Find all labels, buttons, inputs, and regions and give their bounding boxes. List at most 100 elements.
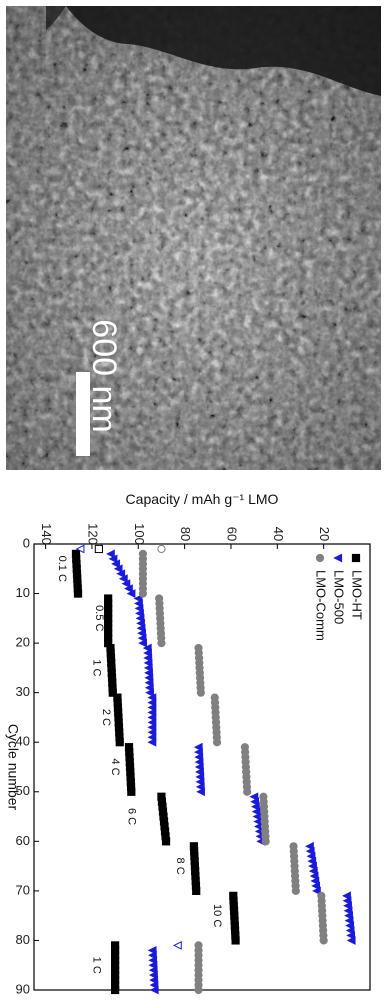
cycle-tick-label: 50	[16, 783, 30, 798]
lmo-ht-point	[161, 837, 171, 846]
sem-image	[6, 6, 381, 470]
lmo-500-point	[311, 886, 321, 896]
cycle-tick-label: 40	[16, 734, 30, 749]
lmo-500-point	[308, 866, 318, 876]
lmo-comm-point	[157, 639, 166, 648]
lmo-500-point	[195, 767, 204, 777]
lmo-500-point	[144, 668, 153, 678]
lmo-500-point	[342, 891, 351, 901]
lmo-500-point	[121, 579, 131, 589]
rate-label: 0.1 C	[56, 556, 68, 582]
capacity-tick-label: 20	[317, 527, 332, 541]
x-axis-label: Cycle number	[5, 724, 21, 811]
scale-bar-label: 600 nm	[85, 319, 123, 433]
lmo-500-point	[344, 916, 354, 926]
scale-bar	[76, 372, 90, 456]
rate-label: 8 C	[174, 858, 186, 875]
rate-label: 0.5 C	[93, 605, 105, 631]
lmo-500-point	[149, 975, 159, 985]
lmo-500-point	[133, 594, 143, 603]
lmo-500-point	[343, 901, 352, 911]
lmo-500-point	[310, 876, 320, 886]
y-axis-label: Capacity / mAh g⁻¹ LMO	[126, 491, 279, 507]
lmo-comm-point	[319, 936, 328, 945]
capacity-tick-label: 40	[271, 527, 286, 541]
lmo-500-point	[137, 633, 147, 643]
lmo-500-point	[144, 678, 154, 688]
lmo-500-point	[147, 945, 157, 955]
series-lmo-500	[75, 544, 356, 995]
lmo-500-point	[346, 931, 356, 940]
cycle-tick-label: 70	[16, 882, 30, 897]
lmo-500-point	[113, 564, 123, 574]
cycle-tick-label: 80	[16, 932, 30, 947]
axis-ticks: 20 40 60 80 100 120 140 0 10 20 30 40 50 60 70 80 90	[16, 523, 333, 996]
lmo-500-point	[126, 589, 136, 598]
lmo-ht-point	[111, 985, 120, 995]
lmo-500-point	[346, 936, 356, 945]
lmo-500-point	[148, 955, 158, 965]
lmo-500-point	[193, 742, 203, 752]
lmo-comm-point	[261, 837, 270, 846]
lmo-comm-point	[138, 589, 148, 598]
rate-labels: 0.1 C 0.5 C 1 C 2 C 4 C 6 C 8 C 10 C 1 C	[56, 556, 223, 974]
lmo-500-point	[305, 841, 314, 851]
lmo-500-point	[311, 881, 321, 891]
lmo-500-point	[134, 599, 143, 608]
lmo-500-point	[138, 638, 148, 648]
lmo-comm-point	[315, 553, 325, 563]
lmo-ht-point	[231, 936, 240, 945]
lmo-500-point	[195, 782, 205, 792]
lmo-500-point	[195, 772, 205, 782]
lmo-500-point	[194, 757, 204, 767]
lmo-comm-point	[212, 738, 222, 747]
rate-label: 2 C	[100, 709, 112, 726]
lmo-500-point	[249, 792, 259, 802]
lmo-500-point	[308, 861, 317, 871]
cycle-tick-label: 20	[16, 635, 30, 650]
lmo-500-point	[305, 846, 315, 856]
lmo-500-point	[343, 906, 353, 916]
lmo-500-point	[194, 747, 203, 757]
lmo-500-point	[136, 623, 146, 633]
data-points	[71, 544, 356, 995]
lmo-comm-point	[194, 985, 203, 995]
lmo-ht-point	[108, 688, 117, 697]
lmo-500-point	[306, 851, 316, 861]
cycle-tick-label: 60	[16, 833, 30, 848]
lmo-500-point	[251, 807, 261, 817]
lmo-500-point	[143, 658, 153, 668]
lmo-500-point	[309, 871, 319, 881]
rate-label: 1 C	[91, 659, 103, 676]
capacity-tick-label: 60	[225, 527, 240, 541]
legend-entry-label: LMO-500	[332, 570, 347, 624]
lmo-500-point	[307, 856, 317, 866]
lmo-500-point	[148, 965, 158, 975]
lmo-500-point	[149, 980, 159, 990]
lmo-500-point	[194, 762, 204, 772]
lmo-ht-point	[351, 553, 361, 563]
rate-capability-chart: 20 40 60 80 100 120 140 0 10 20 30 40 50 60 70 80 90 0.1…	[0, 478, 387, 1000]
rate-label: 10 C	[211, 904, 223, 927]
lmo-500-point	[250, 802, 260, 812]
lmo-500-point	[147, 950, 157, 960]
lmo-500-point	[344, 911, 353, 921]
lmo-ht-point	[192, 886, 201, 895]
lmo-500-point	[147, 737, 157, 747]
lmo-500-point	[333, 553, 343, 563]
lmo-500-point	[148, 960, 158, 970]
cycle-tick-label: 0	[23, 535, 30, 550]
cycle-tick-label: 30	[16, 684, 30, 699]
lmo-500-point	[145, 688, 154, 698]
lmo-comm-point	[196, 688, 205, 697]
lmo-ht-point	[73, 589, 83, 598]
chart-canvas: 20 40 60 80 100 120 140 0 10 20 30 40 50 60 70 80 90 0.1…	[5, 491, 371, 996]
lmo-500-point	[108, 554, 118, 564]
lmo-500-point	[75, 544, 85, 554]
cycle-tick-label: 90	[16, 981, 30, 996]
lmo-ht-point	[115, 738, 124, 747]
lmo-comm-point	[291, 886, 300, 895]
lmo-500-point	[149, 970, 158, 980]
cycle-tick-label: 10	[16, 585, 30, 600]
